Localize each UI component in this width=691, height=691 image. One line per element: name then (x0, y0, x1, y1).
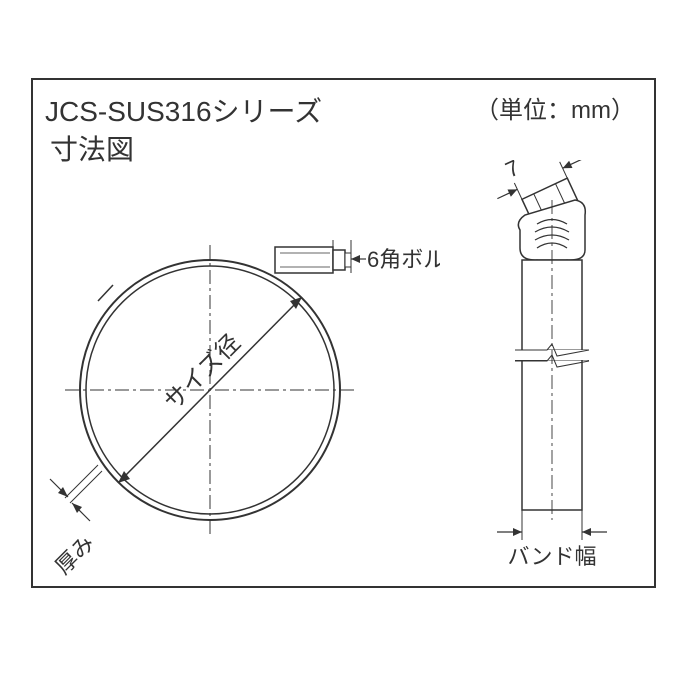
bolt-housing (275, 247, 351, 273)
band-lap-mark (98, 285, 113, 301)
thickness-dimension (50, 465, 102, 521)
thickness-label: 厚み (50, 530, 99, 579)
seven-label: 7 (502, 160, 524, 183)
hex-bolt-callout (351, 255, 366, 263)
series-title: JCS-SUS316シリーズ (45, 90, 322, 130)
band-width-dimension (497, 510, 607, 540)
title-row: JCS-SUS316シリーズ （単位：mm） (45, 90, 645, 130)
subtitle: 寸法図 (50, 128, 134, 168)
side-view-svg: 7 バンド幅 (455, 160, 655, 580)
hex-bolt-label: 6角ボルト (367, 247, 440, 272)
band-width-label: バンド幅 (507, 544, 596, 569)
unit-label: （単位：mm） (475, 90, 635, 125)
front-view: サイズ径 6角ボルト 厚み (40, 165, 440, 590)
front-view-svg: サイズ径 6角ボルト 厚み (40, 165, 440, 585)
side-view: 7 バンド幅 (455, 160, 655, 585)
size-diameter-label: サイズ径 (159, 329, 245, 415)
